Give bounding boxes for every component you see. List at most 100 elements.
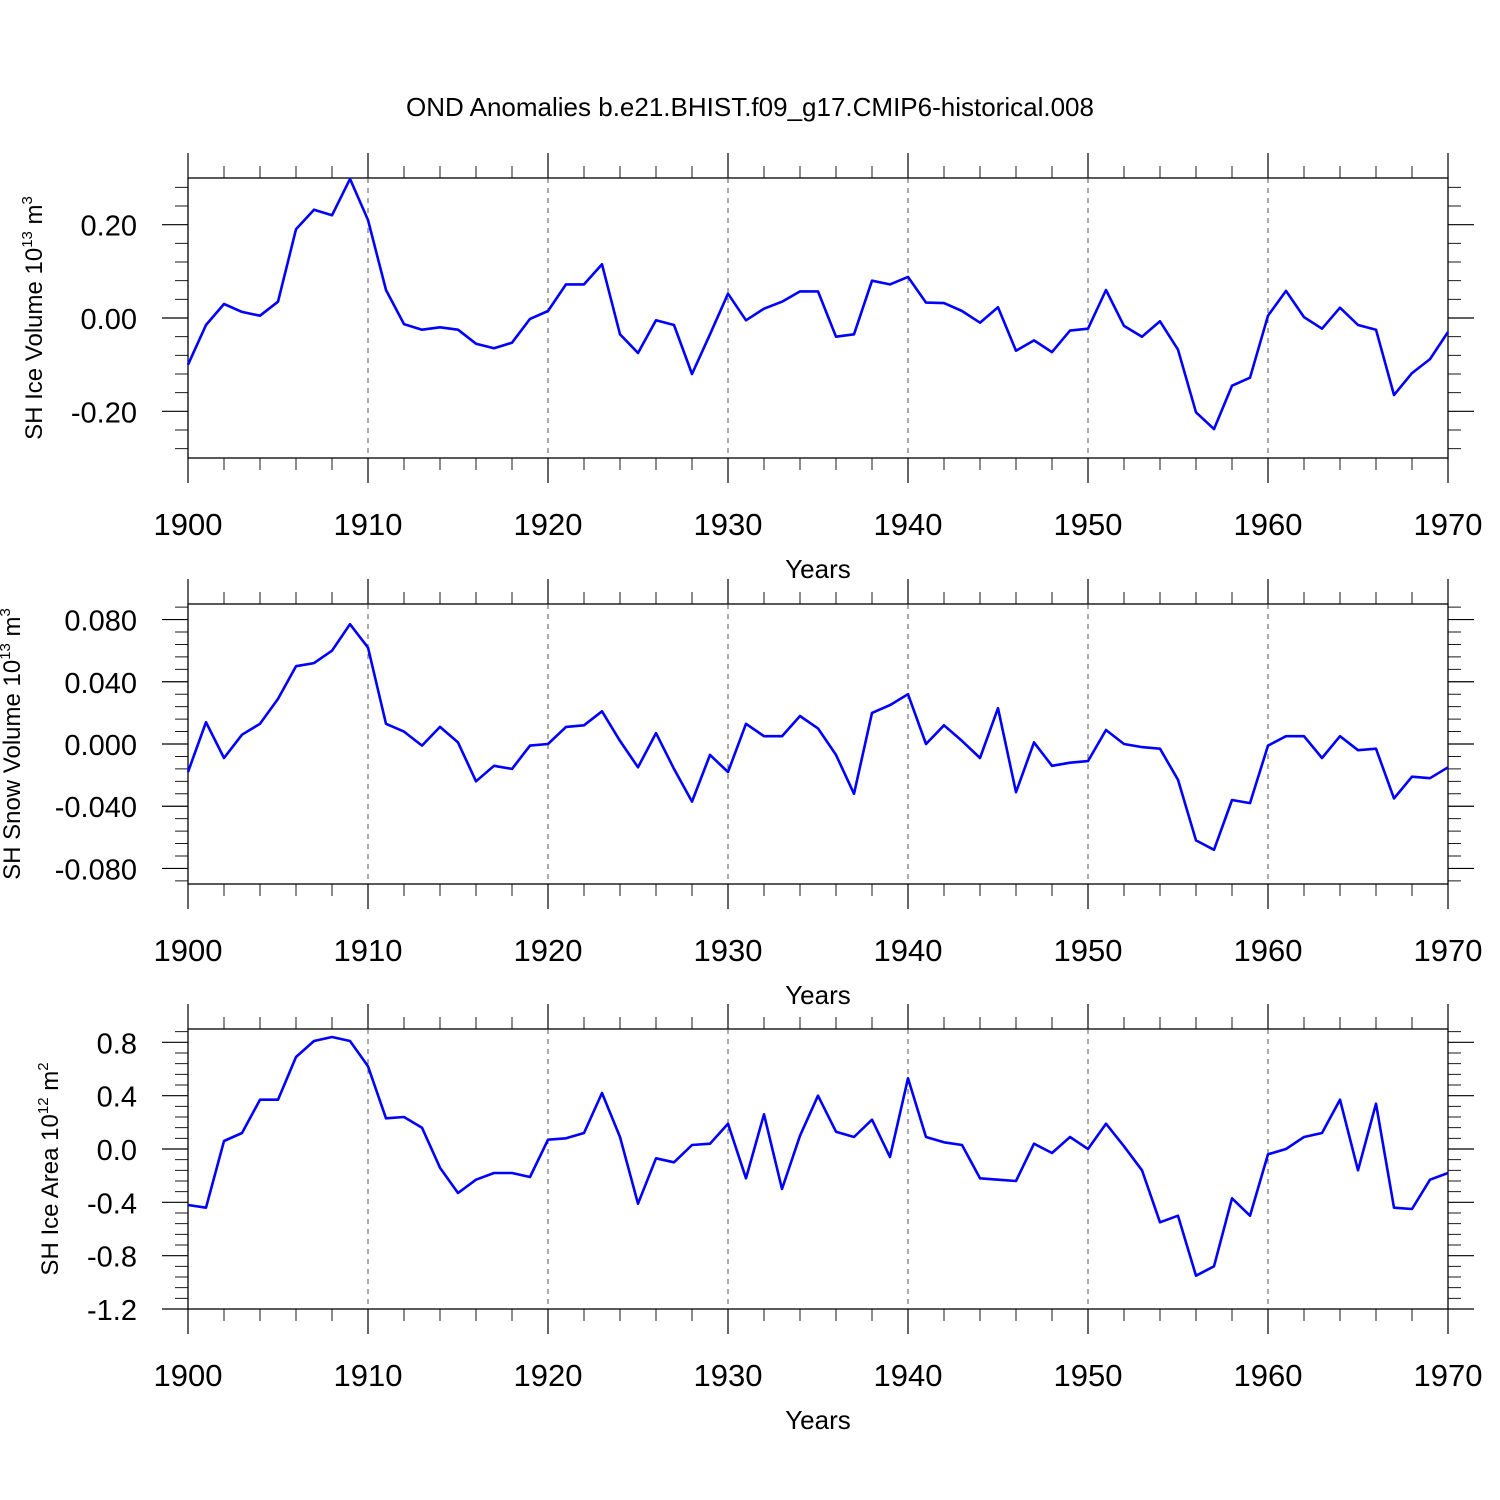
data-point [1411,372,1414,375]
x-tick-label: 1900 [154,507,223,542]
data-point [997,306,1000,309]
x-tick-label: 1920 [514,1358,583,1393]
data-point [619,333,622,336]
data-point [979,321,982,324]
data-point [961,1144,964,1147]
data-point [709,333,712,336]
data-point [637,352,640,355]
data-point [1105,1122,1108,1125]
figure-title: OND Anomalies b.e21.BHIST.f09_g17.CMIP6-… [406,92,1094,122]
data-point [1177,348,1180,351]
data-point [835,1130,838,1133]
data-point [511,341,514,344]
data-point [529,744,532,747]
data-point [673,768,676,771]
x-tick-label: 1940 [874,1358,943,1393]
x-tick-label: 1950 [1054,507,1123,542]
data-point [1447,331,1450,334]
data-point [403,1116,406,1119]
data-point [511,1172,514,1175]
x-tick-label: 1910 [334,507,403,542]
data-point [1087,1148,1090,1151]
data-point [367,646,370,649]
data-point [1033,741,1036,744]
data-point [1339,735,1342,738]
data-point [1321,327,1324,330]
data-point [205,1206,208,1209]
data-point [853,1136,856,1139]
data-point [241,733,244,736]
data-point [223,757,226,760]
data-point [1213,848,1216,851]
data-point [1393,394,1396,397]
data-point [1339,306,1342,309]
data-point [421,744,424,747]
y-tick-label: 0.080 [64,606,137,638]
data-point [871,1118,874,1121]
data-point [1303,1136,1306,1139]
data-point [763,735,766,738]
y-tick-label: 0.4 [97,1082,137,1114]
data-point [1357,749,1360,752]
data-point [403,730,406,733]
data-point [1249,802,1252,805]
data-point [1303,316,1306,319]
x-tick-label: 1940 [874,933,943,968]
panel-ice-volume: 1900 1910 1920 1930 1940 1950 1960 1970 Years -0.… [19,153,1482,584]
data-point [565,283,568,286]
data-point [1393,1206,1396,1209]
y-tick-label: 0.20 [81,211,137,243]
data-point [1015,349,1018,352]
series-line-ice-area [187,1035,1449,1277]
data-point [601,1092,604,1095]
data-point [781,300,784,303]
data-point [241,1132,244,1135]
x-tick-label: 1970 [1414,507,1483,542]
data-point [835,335,838,338]
data-point [367,1065,370,1068]
data-point [1177,778,1180,781]
x-tick-label: 1900 [154,1358,223,1393]
data-point [259,722,262,725]
y-axis-label-exponent: 12 [35,1097,52,1114]
data-point [1429,1178,1432,1181]
x-tick-label: 1970 [1414,1358,1483,1393]
data-point [763,307,766,310]
data-point [529,318,532,321]
data-point [997,1178,1000,1181]
data-point [439,326,442,329]
data-point [925,1136,928,1139]
data-point [1051,351,1054,354]
y-axis-label-unit: m [21,204,48,231]
data-point [1123,743,1126,746]
data-point [1411,775,1414,778]
data-point [403,323,406,326]
data-point [799,715,802,718]
data-point [385,289,388,292]
data-point [277,698,280,701]
data-point [1051,1152,1054,1155]
data-point [205,324,208,327]
x-tick-label: 1930 [694,933,763,968]
x-tick-label: 1930 [694,507,763,542]
data-point [313,1040,316,1043]
data-point [475,342,478,345]
data-point [691,373,694,376]
data-point [817,727,820,730]
data-point [673,1161,676,1164]
data-point [1375,747,1378,750]
data-point [475,1178,478,1181]
data-point [691,800,694,803]
data-point [673,324,676,327]
y-axis-label: SH Ice Area 1012 m2 [35,1062,64,1275]
data-point [565,1137,568,1140]
y-tick-label: 0.000 [64,730,137,762]
data-point [205,721,208,724]
data-point [529,1176,532,1179]
data-point [781,735,784,738]
data-point [1051,764,1054,767]
data-point [871,279,874,282]
data-point [187,363,190,366]
data-point [655,732,658,735]
